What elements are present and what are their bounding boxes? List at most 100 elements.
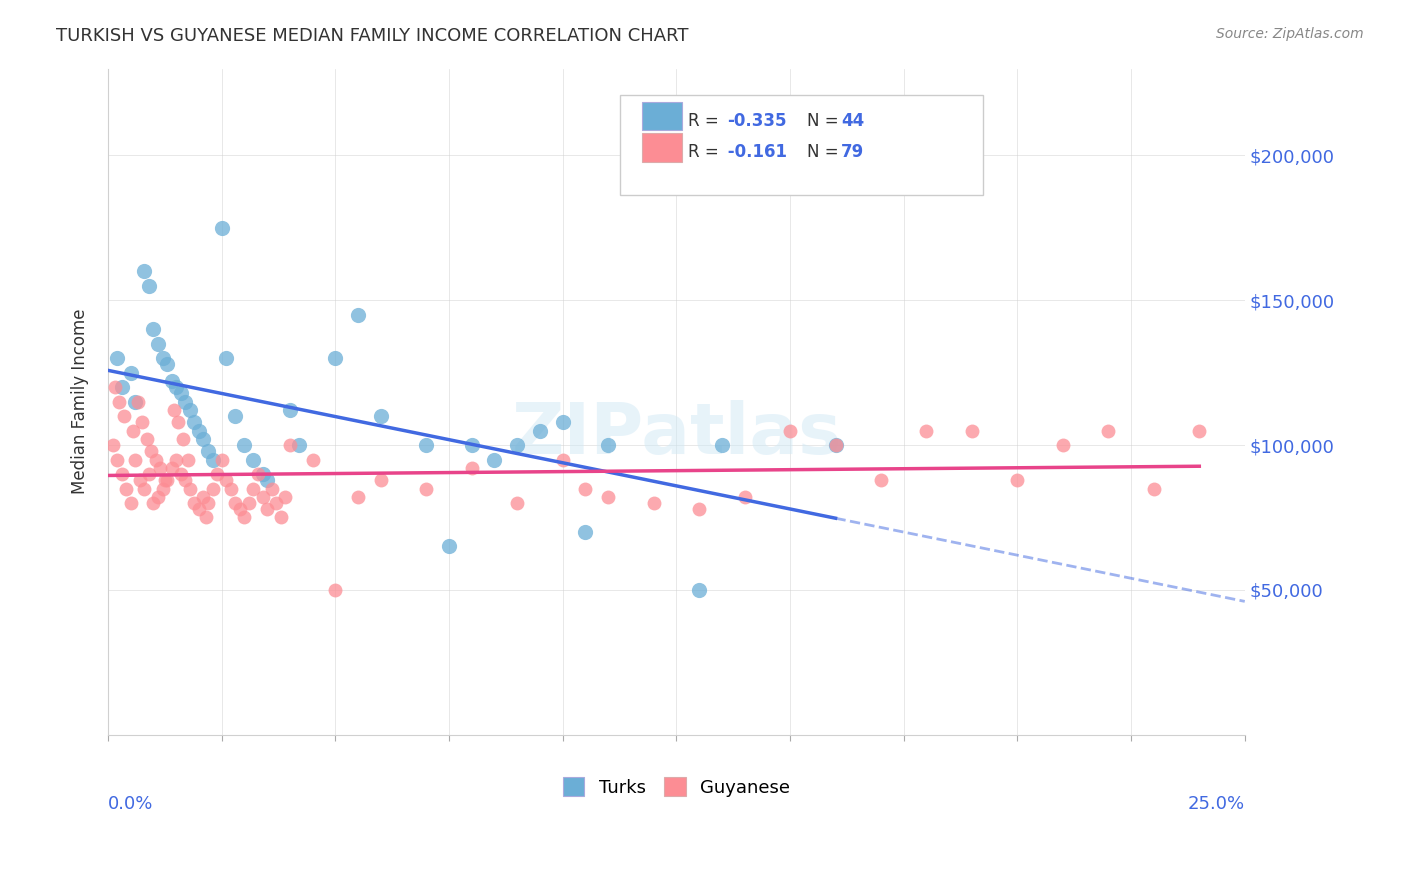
Point (551, 415, 574, 429)
Point (461, 461, 484, 475)
Point (193, 432, 215, 446)
Point (111, 467, 134, 481)
Point (194, 510, 217, 524)
Point (153, 473, 176, 487)
Point (1052, 438, 1074, 452)
Point (824, 438, 846, 452)
Point (484, 452, 506, 467)
Point (108, 394, 131, 409)
Point (205, 467, 228, 481)
Point (211, 220, 233, 235)
Text: 0.0%: 0.0% (108, 795, 153, 813)
Point (551, 452, 574, 467)
Point (152, 482, 174, 496)
Point (111, 380, 134, 394)
Point (142, 322, 165, 336)
Point (325, 351, 347, 366)
Point (437, 540, 460, 554)
Point (710, 438, 733, 452)
Point (120, 366, 142, 380)
Text: ZIPatlas: ZIPatlas (512, 401, 841, 469)
Point (325, 582, 347, 597)
Point (274, 490, 297, 504)
Point (183, 496, 205, 510)
Text: 25.0%: 25.0% (1188, 795, 1244, 813)
Point (779, 424, 801, 438)
Point (101, 438, 124, 452)
Point (146, 490, 169, 504)
Point (574, 482, 596, 496)
Point (122, 424, 145, 438)
Point (415, 482, 437, 496)
Point (824, 438, 846, 452)
Point (105, 452, 128, 467)
Point (165, 452, 187, 467)
Point (347, 490, 370, 504)
FancyBboxPatch shape (643, 103, 682, 130)
Point (1188, 424, 1211, 438)
Point (179, 403, 201, 417)
Point (643, 496, 665, 510)
Point (915, 424, 938, 438)
Point (506, 438, 529, 452)
Point (529, 424, 551, 438)
Point (598, 490, 620, 504)
Point (242, 452, 264, 467)
Point (264, 496, 287, 510)
Point (170, 386, 193, 401)
Point (138, 278, 160, 293)
Point (152, 351, 174, 366)
Point (179, 482, 201, 496)
Point (256, 473, 278, 487)
Point (193, 490, 215, 504)
Point (201, 452, 224, 467)
Point (156, 357, 179, 371)
Point (242, 482, 264, 496)
Point (201, 482, 224, 496)
Point (278, 438, 301, 452)
Point (1143, 482, 1166, 496)
Point (278, 403, 301, 417)
Y-axis label: Median Family Income: Median Family Income (72, 309, 89, 494)
Point (233, 510, 256, 524)
Text: TURKISH VS GUYANESE MEDIAN FAMILY INCOME CORRELATION CHART: TURKISH VS GUYANESE MEDIAN FAMILY INCOME… (56, 27, 689, 45)
Point (270, 510, 292, 524)
Text: -0.161: -0.161 (721, 144, 787, 161)
Point (167, 415, 190, 429)
Point (238, 496, 260, 510)
Point (142, 496, 165, 510)
Point (870, 473, 893, 487)
Point (112, 409, 135, 423)
Point (1097, 424, 1119, 438)
FancyBboxPatch shape (643, 134, 682, 161)
Point (174, 473, 197, 487)
Point (163, 403, 186, 417)
Point (105, 351, 128, 366)
Point (104, 380, 127, 394)
Point (233, 438, 256, 452)
Point (172, 432, 194, 446)
Point (370, 473, 392, 487)
Point (124, 394, 146, 409)
Point (115, 482, 138, 496)
Point (247, 467, 270, 481)
Point (347, 308, 370, 322)
Point (160, 375, 183, 389)
Text: N =: N = (807, 144, 844, 161)
Point (149, 461, 172, 475)
Point (156, 473, 179, 487)
Point (135, 432, 157, 446)
Point (1007, 473, 1029, 487)
Point (187, 424, 209, 438)
FancyBboxPatch shape (620, 95, 983, 195)
Point (165, 380, 187, 394)
Point (598, 438, 620, 452)
Point (174, 394, 197, 409)
Point (134, 482, 156, 496)
Text: N =: N = (807, 112, 844, 130)
Point (127, 394, 149, 409)
Point (229, 501, 252, 516)
Point (128, 473, 150, 487)
Point (170, 467, 193, 481)
Text: R =: R = (688, 112, 724, 130)
